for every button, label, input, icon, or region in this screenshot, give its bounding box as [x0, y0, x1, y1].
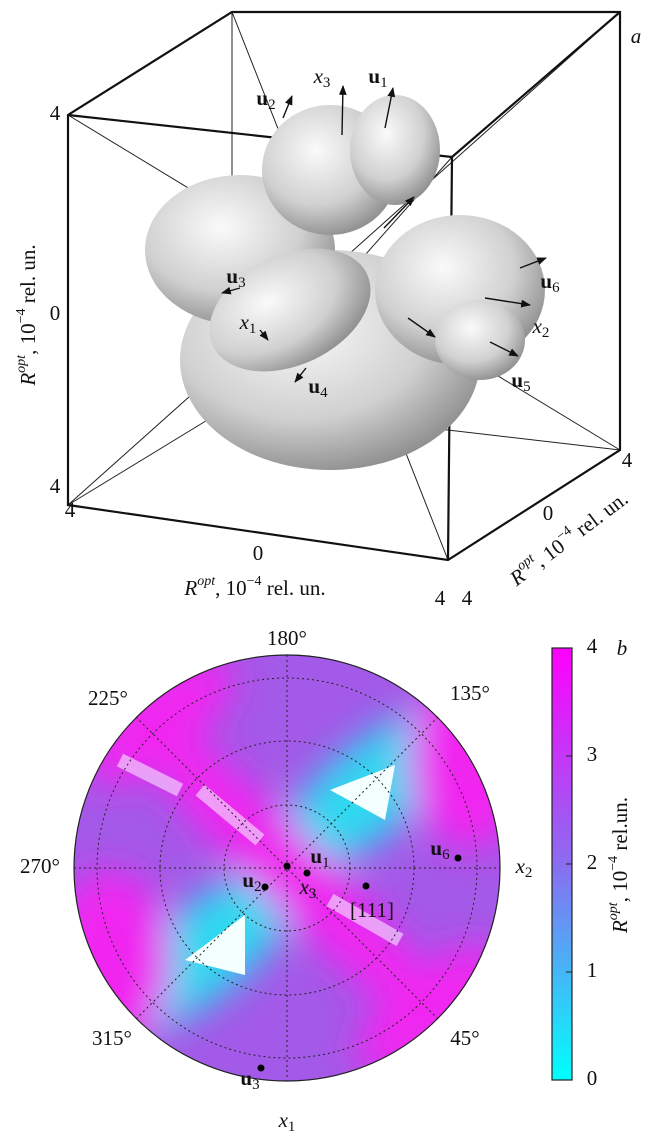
axis-label-symbol: R — [183, 576, 197, 600]
vector-label-base: u — [511, 368, 523, 392]
tick-label: 4 — [622, 448, 633, 472]
point-label-base: u — [310, 844, 322, 868]
colorbar-tick-label: 3 — [587, 742, 598, 766]
axis-label-sup: opt — [14, 354, 29, 373]
colorbar-label: Ropt, 10−4 rel.un. — [606, 797, 632, 934]
panel-label: a — [631, 24, 642, 48]
vector-label-base: u — [540, 269, 552, 293]
tick-label: 4 — [435, 586, 446, 610]
angle-label: 270° — [20, 854, 60, 878]
vector-label: u2 — [256, 86, 275, 114]
tick-label: 0 — [253, 541, 264, 565]
colorbar-tick-label: 2 — [587, 850, 598, 874]
colorbar-label-mid: , 10 — [608, 871, 632, 903]
vector-label-sub: 3 — [238, 275, 246, 291]
angle-label: 45° — [450, 1026, 479, 1050]
tick-label: 4 — [50, 474, 61, 498]
tick-label: 4 — [65, 498, 76, 522]
tick-label: 0 — [543, 501, 554, 525]
surface — [145, 95, 545, 470]
vector-label-sub: 2 — [268, 97, 276, 113]
point-label-base: u — [430, 836, 442, 860]
axis-label-exp: −4 — [14, 309, 29, 324]
axis-label: Ropt, 10−4 rel. un. — [503, 485, 632, 591]
vector-label-sub: 2 — [542, 325, 550, 341]
colorbar-tick-label: 0 — [587, 1066, 598, 1090]
colorbar-label-sup: opt — [606, 901, 621, 920]
vector-label-sub: 1 — [380, 75, 388, 91]
angle-label: 180° — [267, 626, 307, 650]
vector-label: u6 — [540, 269, 560, 297]
point-label-sub: 3 — [252, 1077, 260, 1093]
axis-label-sup: opt — [197, 574, 216, 589]
colorbar-label-exp: −4 — [606, 856, 621, 871]
point-label-sub: 3 — [309, 886, 317, 902]
vector-label-base: u — [308, 374, 320, 398]
axis-label-unit: rel. un. — [16, 244, 40, 308]
colorbar-label-symbol: R — [608, 920, 632, 934]
vector-label-base: u — [256, 86, 268, 110]
axis-label: x1 — [278, 1108, 296, 1136]
axis-label-symbol: R — [16, 373, 40, 387]
angle-label: 315° — [92, 1026, 132, 1050]
axis-label-unit: rel. un. — [261, 576, 325, 600]
panel-label: b — [617, 636, 628, 660]
axis-label: Ropt, 10−4 rel. un. — [183, 574, 325, 600]
vector-label: x2 — [532, 314, 550, 342]
point — [262, 884, 269, 891]
tick-label: 4 — [50, 101, 61, 125]
axis-label-mid: , 10 — [215, 576, 247, 600]
point — [455, 855, 462, 862]
vector-label-base: u — [368, 64, 380, 88]
point-label-sub: 1 — [322, 855, 330, 871]
point — [284, 863, 291, 870]
point-label-sub: 6 — [442, 847, 450, 863]
point — [258, 1065, 265, 1072]
axis-label: x2 — [515, 854, 533, 882]
vector-label-sub: 1 — [249, 321, 257, 337]
vector-label-base: u — [226, 264, 238, 288]
axis-label-unit: rel. un. — [567, 486, 633, 544]
vector-label-sub: 4 — [320, 385, 328, 401]
vector-label: u5 — [511, 368, 530, 396]
vector-label: u1 — [368, 64, 387, 92]
colorbar-label-unit: rel.un. — [608, 797, 632, 856]
point-label-base: u — [242, 868, 254, 892]
point-label-sub: 2 — [254, 879, 262, 895]
colorbar-tick-label: 1 — [587, 958, 598, 982]
point-label-base: u — [240, 1066, 252, 1090]
axis-label-exp: −4 — [247, 574, 262, 589]
axis-label-sub: 2 — [525, 865, 533, 881]
vector-label-sub: 5 — [523, 379, 531, 395]
vector-label-sub: 3 — [323, 75, 331, 91]
axis-label-mid: , 10 — [16, 323, 40, 355]
angle-label: 135° — [450, 681, 490, 705]
vector-label: x3 — [313, 64, 331, 92]
tick-label: 0 — [50, 301, 61, 325]
figure: a404404404Ropt, 10−4 rel. un.Ropt, 10−4 … — [0, 0, 655, 1144]
point — [363, 883, 370, 890]
axis-label-sub: 1 — [288, 1119, 296, 1135]
angle-label: 225° — [88, 686, 128, 710]
tick-label: 4 — [462, 586, 473, 610]
colorbar-tick-label: 4 — [587, 634, 598, 658]
axis-label: Ropt, 10−4 rel. un. — [14, 244, 40, 386]
vector-label-sub: 6 — [552, 280, 560, 296]
direction-label: [111] — [350, 898, 394, 922]
